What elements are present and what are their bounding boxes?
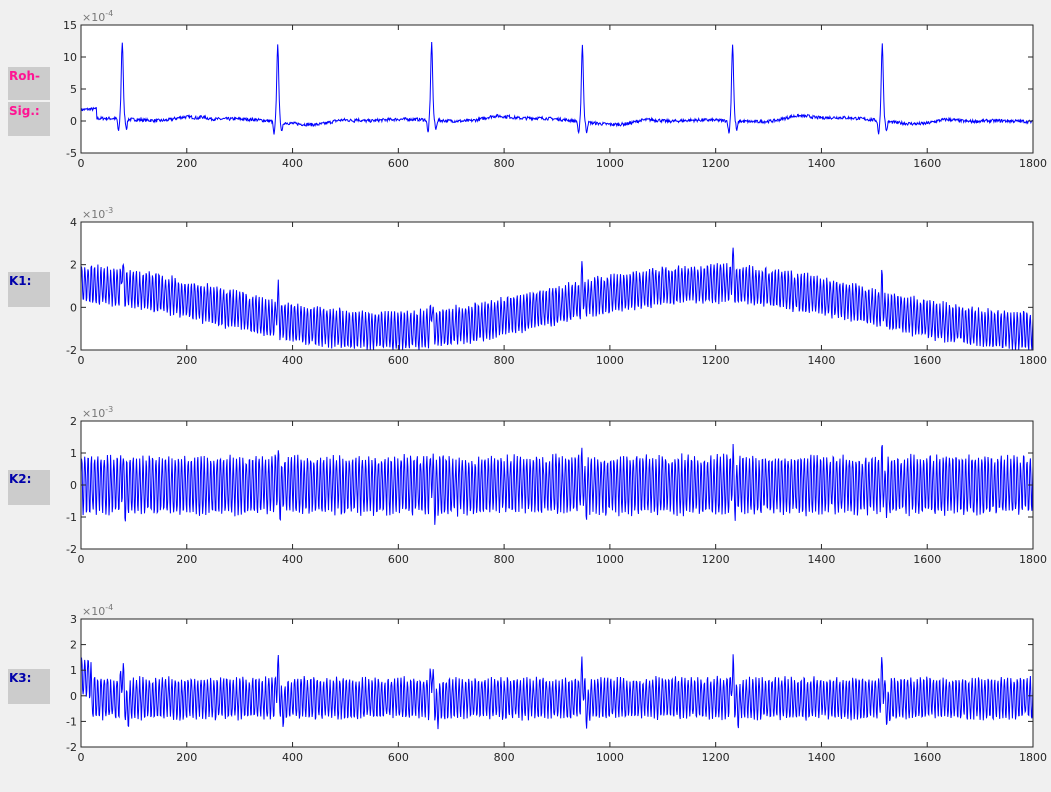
subplot-1: 0 200 400 600 800 1000 1200 1400 1600 1800-505101…: [63, 9, 1047, 170]
y-tick-label: 0: [70, 690, 77, 703]
x-tick-label: 1200: [702, 157, 730, 170]
y-exponent: ×10-4: [82, 603, 113, 618]
y-exponent: ×10-3: [82, 405, 113, 420]
y-tick-label: -2: [66, 543, 77, 556]
plot-area: [81, 222, 1033, 350]
x-tick-label: 600: [388, 553, 409, 566]
x-tick-label: 200: [176, 553, 197, 566]
x-tick-label: 1400: [807, 157, 835, 170]
y-exponent: ×10-4: [82, 9, 113, 24]
x-tick-label: 0: [78, 751, 85, 764]
x-tick-label: 1400: [807, 751, 835, 764]
y-tick-label: 5: [70, 83, 77, 96]
y-tick-label: -2: [66, 344, 77, 357]
x-tick-label: 200: [176, 751, 197, 764]
subplot-2: 0 200 400 600 800 1000 1200 1400 1600 1800-2024×1…: [66, 206, 1047, 367]
signal-line: [80, 41, 1034, 135]
x-tick-label: 1600: [913, 553, 941, 566]
x-tick-label: 600: [388, 354, 409, 367]
y-tick-label: 2: [70, 259, 77, 272]
y-tick-label: 2: [70, 639, 77, 652]
x-tick-label: 1400: [807, 354, 835, 367]
x-tick-label: 1800: [1019, 553, 1047, 566]
x-tick-label: 800: [494, 553, 515, 566]
x-tick-label: 1400: [807, 553, 835, 566]
x-tick-label: 0: [78, 157, 85, 170]
subplot-3: 0 200 400 600 800 1000 1200 1400 1600 1800 -2 -1 0 1 2…: [66, 405, 1047, 566]
label-raw-signal-1: Roh-: [8, 67, 50, 100]
y-tick-label: -1: [66, 511, 77, 524]
y-tick-label: -1: [66, 715, 77, 728]
x-tick-label: 800: [494, 751, 515, 764]
x-tick-label: 400: [282, 157, 303, 170]
y-tick-label: 15: [63, 19, 77, 32]
label-k3: K3:: [8, 669, 50, 704]
x-tick-label: 600: [388, 751, 409, 764]
x-tick-label: 800: [494, 354, 515, 367]
axes-box: [80, 221, 1034, 351]
y-tick-label: -5: [66, 147, 77, 160]
x-tick-label: 400: [282, 751, 303, 764]
y-tick-label: 2: [70, 415, 77, 428]
y-tick-label: 0: [70, 115, 77, 128]
x-tick-label: 1200: [702, 354, 730, 367]
y-tick-label: 4: [70, 216, 77, 229]
x-tick-label: 1800: [1019, 157, 1047, 170]
x-tick-label: 0: [78, 553, 85, 566]
y-tick-label: 0: [70, 301, 77, 314]
x-tick-label: 1000: [596, 751, 624, 764]
x-tick-label: 1200: [702, 553, 730, 566]
x-tick-label: 400: [282, 354, 303, 367]
plot-area: [81, 25, 1033, 153]
x-tick-label: 1000: [596, 354, 624, 367]
x-tick-label: 600: [388, 157, 409, 170]
x-tick-label: 0: [78, 354, 85, 367]
label-k1: K1:: [8, 272, 50, 307]
label-k2: K2:: [8, 470, 50, 505]
x-tick-label: 1800: [1019, 354, 1047, 367]
axes-box: [80, 618, 1034, 748]
x-tick-label: 1600: [913, 751, 941, 764]
y-tick-label: 3: [70, 613, 77, 626]
x-tick-label: 1600: [913, 354, 941, 367]
y-tick-label: -2: [66, 741, 77, 754]
y-exponent: ×10-3: [82, 206, 113, 221]
x-tick-label: 200: [176, 354, 197, 367]
x-tick-label: 800: [494, 157, 515, 170]
x-tick-label: 1000: [596, 553, 624, 566]
y-tick-label: 10: [63, 51, 77, 64]
signal-line: [80, 654, 1034, 730]
y-tick-label: 1: [70, 664, 77, 677]
x-tick-label: 200: [176, 157, 197, 170]
x-tick-label: 1600: [913, 157, 941, 170]
signal-line: [80, 443, 1034, 525]
x-tick-label: 400: [282, 553, 303, 566]
y-tick-label: 1: [70, 447, 77, 460]
subplot-4: 0 200 400 600 800 1000 1200 1400 1600 1800 -2 -1 0 1 2…: [66, 603, 1047, 764]
x-tick-label: 1000: [596, 157, 624, 170]
y-tick-label: 0: [70, 479, 77, 492]
x-tick-label: 1800: [1019, 751, 1047, 764]
label-raw-signal-2: Sig.:: [8, 102, 50, 136]
x-tick-label: 1200: [702, 751, 730, 764]
signal-line: [80, 247, 1034, 351]
